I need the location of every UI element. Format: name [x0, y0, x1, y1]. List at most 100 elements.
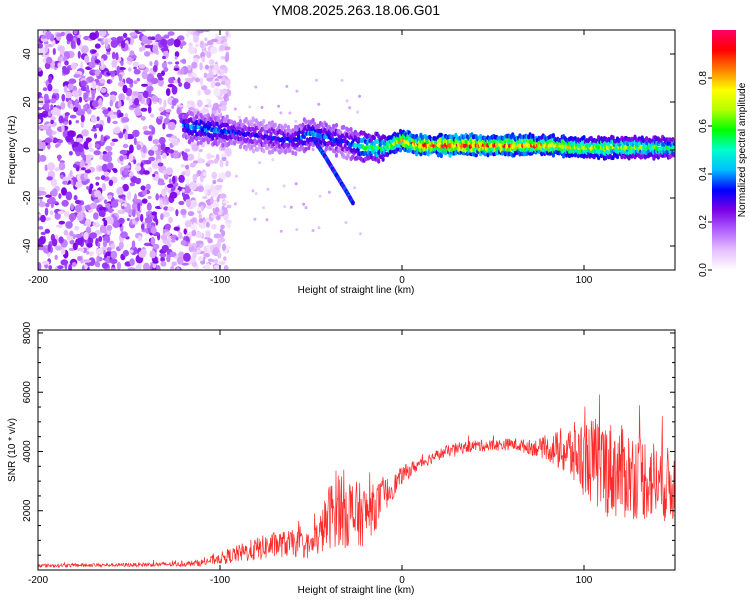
heatmap-signal-cell: [262, 119, 266, 124]
heatmap-noise-cell: [38, 67, 42, 72]
heatmap-noise-cell: [192, 34, 200, 43]
heatmap-noise-cell: [165, 108, 172, 113]
heatmap-noise-cell: [225, 148, 232, 157]
heatmap-noise-cell: [294, 182, 298, 186]
heatmap-noise-cell: [162, 55, 166, 60]
heatmap-noise-cell: [89, 232, 98, 239]
heatmap-noise-cell: [91, 80, 97, 90]
heatmap-noise-cell: [120, 231, 128, 239]
heatmap-noise-cell: [146, 97, 150, 105]
heatmap-noise-cell: [118, 217, 125, 225]
heatmap-noise-cell: [129, 50, 135, 57]
heatmap-noise-cell: [171, 140, 179, 146]
heatmap-noise-cell: [99, 65, 105, 70]
heatmap-noise-cell: [279, 229, 283, 233]
heatmap-y-tick-label: 20: [22, 96, 33, 108]
heatmap-noise-cell: [206, 51, 212, 59]
heatmap-noise-cell: [196, 30, 205, 34]
colorbar-tick-label: 0.2: [698, 215, 709, 229]
heatmap-noise-cell: [197, 185, 204, 193]
heatmap-noise-cell: [44, 62, 51, 70]
heatmap-noise-cell: [175, 236, 179, 241]
heatmap-signal-cell: [355, 155, 359, 161]
heatmap-noise-cell: [113, 127, 121, 134]
heatmap-noise-cell: [74, 225, 80, 231]
heatmap-noise-cell: [76, 37, 81, 46]
heatmap-signal-cell: [221, 142, 225, 148]
heatmap-noise-cell: [254, 192, 258, 195]
heatmap-noise-cell: [193, 222, 197, 230]
heatmap-noise-cell: [213, 158, 219, 164]
heatmap-noise-cell: [118, 74, 123, 82]
heatmap-noise-cell: [132, 129, 140, 138]
heatmap-signal-cell: [551, 133, 556, 138]
heatmap-noise-cell: [69, 170, 73, 177]
heatmap-noise-cell: [80, 75, 86, 79]
heatmap-noise-cell: [141, 83, 148, 87]
heatmap-noise-cell: [224, 79, 230, 86]
heatmap-noise-cell: [233, 107, 237, 111]
heatmap-noise-cell: [50, 116, 56, 121]
snr-panel: -200 -100 0 100 2000 4000 6000 8000 Height of s…: [7, 321, 676, 596]
heatmap-noise-cell: [75, 233, 83, 239]
heatmap-noise-cell: [76, 110, 84, 116]
heatmap-noise-cell: [199, 40, 205, 49]
heatmap-noise-cell: [85, 226, 92, 234]
heatmap-noise-cell: [39, 154, 47, 162]
heatmap-noise-cell: [163, 206, 169, 211]
heatmap-noise-cell: [160, 38, 168, 47]
heatmap-noise-cell: [46, 56, 53, 64]
heatmap-noise-cell: [62, 180, 69, 185]
heatmap-noise-cell: [169, 191, 178, 199]
heatmap-signal-cell: [311, 118, 315, 123]
heatmap-branch-cell: [350, 200, 355, 206]
heatmap-noise-cell: [70, 62, 78, 70]
heatmap-noise-cell: [171, 99, 177, 106]
heatmap-noise-cell: [140, 185, 146, 191]
heatmap-noise-cell: [163, 44, 168, 51]
heatmap-noise-cell: [54, 212, 61, 220]
heatmap-noise-cell: [63, 121, 68, 125]
heatmap-noise-cell: [95, 123, 101, 129]
heatmap-noise-cell: [75, 120, 80, 124]
heatmap-noise-cell: [110, 243, 116, 250]
heatmap-noise-cell: [141, 198, 148, 204]
heatmap-noise-cell: [106, 225, 113, 231]
heatmap-noise-cell: [86, 242, 93, 248]
heatmap-noise-cell: [88, 61, 96, 69]
heatmap-noise-cell: [212, 69, 218, 76]
heatmap-noise-cell: [152, 139, 160, 145]
heatmap-noise-cell: [345, 99, 349, 103]
heatmap-noise-cell: [157, 182, 166, 186]
heatmap-noise-cell: [52, 88, 59, 94]
heatmap-signal-cell: [474, 152, 478, 158]
heatmap-noise-cell: [111, 60, 118, 68]
heatmap-noise-cell: [43, 93, 49, 101]
heatmap-signal-cell: [672, 152, 675, 158]
heatmap-noise-cell: [191, 261, 198, 268]
heatmap-x-label: Height of straight line (km): [298, 285, 415, 296]
heatmap-signal-cell: [190, 111, 194, 117]
heatmap-noise-cell: [283, 205, 287, 209]
heatmap-signal-cell: [448, 153, 452, 158]
heatmap-noise-cell: [74, 98, 79, 108]
heatmap-noise-cell: [118, 132, 124, 139]
heatmap-noise-cell: [189, 218, 197, 223]
heatmap-noise-cell: [146, 211, 151, 215]
heatmap-noise-cell: [149, 61, 153, 66]
heatmap-noise-cell: [126, 218, 130, 221]
heatmap-signal-cell: [225, 114, 229, 120]
heatmap-noise-cell: [113, 111, 117, 115]
heatmap-x-tick-label: -200: [28, 275, 48, 286]
heatmap-y-label: Frequency (Hz): [7, 116, 18, 185]
heatmap-noise-cell: [216, 196, 220, 203]
heatmap-noise-cell: [38, 43, 43, 49]
heatmap-noise-cell: [289, 205, 293, 209]
heatmap-noise-cell: [97, 85, 101, 92]
snr-ticks: -200 -100 0 100 2000 4000 6000 8000: [22, 321, 675, 586]
colorbar-ticks: 0.0 0.2 0.4 0.6 0.8: [698, 71, 712, 277]
heatmap-signal-cell: [582, 135, 586, 140]
heatmap-signal-cell: [186, 134, 190, 140]
heatmap-noise-cell: [77, 143, 84, 153]
